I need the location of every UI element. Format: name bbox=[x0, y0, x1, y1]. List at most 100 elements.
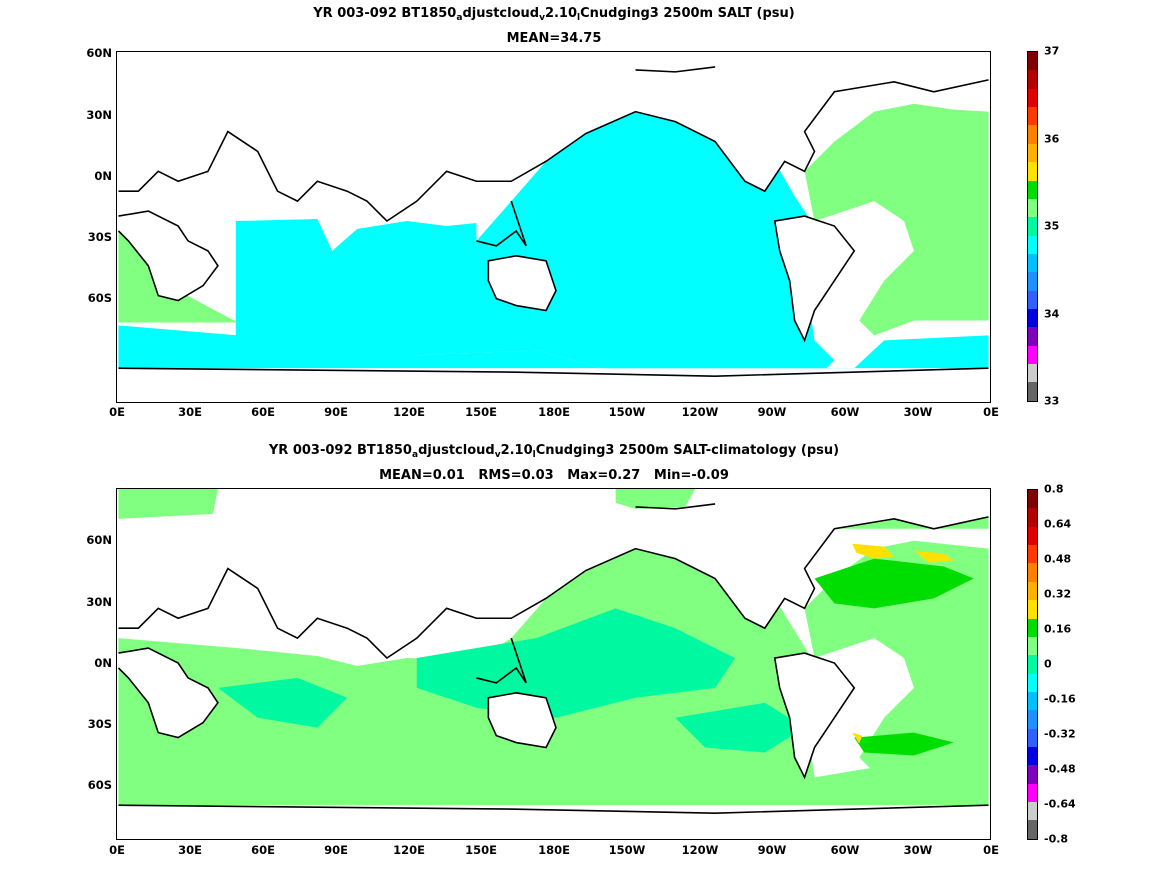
panel2-colorbar-swatch bbox=[1028, 765, 1037, 784]
panel2-x-tick: 90W bbox=[757, 843, 787, 857]
panel1-y-tick-0n: 0N bbox=[94, 169, 112, 183]
panel1-x-tick: 90E bbox=[324, 405, 348, 419]
panel2-x-tick: 0E bbox=[983, 843, 999, 857]
panel2-x-tick: 120W bbox=[681, 843, 719, 857]
panel1-x-tick: 30W bbox=[903, 405, 933, 419]
panel2-colorbar-label: 0.48 bbox=[1044, 552, 1072, 566]
panel2-x-tick: 150W bbox=[608, 843, 646, 857]
panel2-colorbar-label: -0.32 bbox=[1044, 727, 1076, 741]
panel2-x-tick: 0E bbox=[109, 843, 125, 857]
panel1-x-tick: 60W bbox=[830, 405, 860, 419]
panel1-colorbar-label: 35 bbox=[1044, 219, 1060, 233]
panel1-colorbar-swatch bbox=[1028, 88, 1037, 108]
panel2-x-tick: 150E bbox=[465, 843, 497, 857]
panel2-colorbar bbox=[1027, 489, 1038, 840]
panel1-colorbar-label: 34 bbox=[1044, 307, 1060, 321]
panel1-colorbar-swatch bbox=[1028, 162, 1037, 181]
panel1-x-tick: 150W bbox=[608, 405, 646, 419]
panel2-colorbar-swatch bbox=[1028, 526, 1037, 546]
panel2-y-tick-60n: 60N bbox=[86, 533, 112, 547]
panel2-colorbar-swatch bbox=[1028, 673, 1037, 692]
panel1-x-tick: 180E bbox=[538, 405, 570, 419]
panel2-y-tick-30s: 30S bbox=[87, 717, 112, 731]
panel2-map-svg bbox=[117, 489, 989, 839]
panel1-colorbar-swatch bbox=[1028, 253, 1037, 273]
panel1-map bbox=[116, 51, 991, 403]
panel1-colorbar-swatch bbox=[1028, 125, 1037, 144]
panel1-colorbar-swatch bbox=[1028, 143, 1037, 163]
panel2-subtitle: MEAN=0.01 RMS=0.03 Max=0.27 Min=-0.09 bbox=[379, 468, 729, 483]
panel2-x-tick: 60W bbox=[830, 843, 860, 857]
panel1-y-tick-60n: 60N bbox=[86, 46, 112, 60]
panel1-colorbar bbox=[1027, 51, 1038, 402]
panel1-colorbar-swatch bbox=[1028, 198, 1037, 218]
panel1-colorbar-swatch bbox=[1028, 272, 1037, 291]
panel1-coastlines bbox=[117, 66, 989, 377]
panel2-colorbar-swatch bbox=[1028, 710, 1037, 729]
panel1-colorbar-swatch bbox=[1028, 364, 1037, 383]
panel1-subtitle: MEAN=34.75 bbox=[506, 31, 602, 46]
panel1-colorbar-swatch bbox=[1028, 290, 1037, 310]
panel1-x-tick: 120W bbox=[681, 405, 719, 419]
panel2-colorbar-swatch bbox=[1028, 655, 1037, 674]
panel2-colorbar-swatch bbox=[1028, 691, 1037, 711]
panel2-colorbar-swatch bbox=[1028, 490, 1037, 509]
panel1-y-tick-60s: 60S bbox=[87, 291, 112, 305]
panel1-x-tick: 30E bbox=[178, 405, 202, 419]
panel2-colorbar-label: -0.16 bbox=[1044, 692, 1076, 706]
panel2-colorbar-label: -0.48 bbox=[1044, 762, 1076, 776]
panel2-colorbar-swatch bbox=[1028, 728, 1037, 748]
panel1-x-tick: 0E bbox=[109, 405, 125, 419]
panel2-colorbar-swatch bbox=[1028, 508, 1037, 527]
panel2-colorbar-swatch bbox=[1028, 618, 1037, 637]
panel2-colorbar-swatch bbox=[1028, 545, 1037, 564]
panel1-ocean-field bbox=[118, 52, 989, 402]
panel1-colorbar-swatch bbox=[1028, 327, 1037, 346]
panel1-map-svg bbox=[117, 52, 989, 402]
panel2-colorbar-label: 0.64 bbox=[1044, 517, 1072, 531]
panel2-colorbar-swatch bbox=[1028, 636, 1037, 656]
panel2-x-tick: 30E bbox=[178, 843, 202, 857]
panel2-y-tick-0n: 0N bbox=[94, 656, 112, 670]
panel2-colorbar-label: 0.32 bbox=[1044, 587, 1072, 601]
panel2-colorbar-swatch bbox=[1028, 581, 1037, 601]
panel1-y-tick-30n: 30N bbox=[86, 108, 112, 122]
panel1-x-tick: 60E bbox=[251, 405, 275, 419]
panel2-colorbar-swatch bbox=[1028, 820, 1037, 839]
panel2-colorbar-swatch bbox=[1028, 747, 1037, 766]
panel1-colorbar-swatch bbox=[1028, 235, 1037, 254]
panel1-colorbar-label: 37 bbox=[1044, 44, 1060, 58]
panel2-title: YR 003-092 BT1850adjustcloudv2.10lCnudgi… bbox=[268, 443, 840, 460]
panel1-colorbar-swatch bbox=[1028, 180, 1037, 199]
panel2-colorbar-label: -0.64 bbox=[1044, 797, 1076, 811]
panel2-y-tick-60s: 60S bbox=[87, 778, 112, 792]
panel2-x-tick: 90E bbox=[324, 843, 348, 857]
panel2-x-tick: 30W bbox=[903, 843, 933, 857]
panel1-x-tick: 0E bbox=[983, 405, 999, 419]
panel1-colorbar-label: 36 bbox=[1044, 132, 1060, 146]
panel2-colorbar-label: 0.8 bbox=[1044, 482, 1064, 496]
panel1-x-tick: 90W bbox=[757, 405, 787, 419]
panel2-colorbar-swatch bbox=[1028, 563, 1037, 582]
panel2-colorbar-label: -0.8 bbox=[1044, 832, 1069, 846]
panel2-colorbar-label: 0 bbox=[1044, 657, 1052, 671]
panel1-title: YR 003-092 BT1850adjustcloudv2.10lCnudgi… bbox=[313, 6, 795, 23]
panel1-x-tick: 120E bbox=[393, 405, 425, 419]
panel1-colorbar-swatch bbox=[1028, 217, 1037, 236]
panel2-coastlines bbox=[117, 503, 989, 814]
panel2-map bbox=[116, 488, 991, 840]
panel2-colorbar-swatch bbox=[1028, 802, 1037, 821]
panel1-y-tick-30s: 30S bbox=[87, 230, 112, 244]
panel2-x-tick: 180E bbox=[538, 843, 570, 857]
panel2-colorbar-swatch bbox=[1028, 600, 1037, 619]
panel2-y-tick-30n: 30N bbox=[86, 595, 112, 609]
panel2-x-tick: 120E bbox=[393, 843, 425, 857]
panel1-colorbar-swatch bbox=[1028, 382, 1037, 401]
panel1-colorbar-swatch bbox=[1028, 70, 1037, 89]
panel1-colorbar-label: 33 bbox=[1044, 394, 1060, 408]
panel1-colorbar-swatch bbox=[1028, 52, 1037, 71]
panel1-colorbar-swatch bbox=[1028, 107, 1037, 126]
panel2-colorbar-label: 0.16 bbox=[1044, 622, 1072, 636]
panel2-ocean-field bbox=[118, 489, 989, 839]
panel1-colorbar-swatch bbox=[1028, 345, 1037, 365]
